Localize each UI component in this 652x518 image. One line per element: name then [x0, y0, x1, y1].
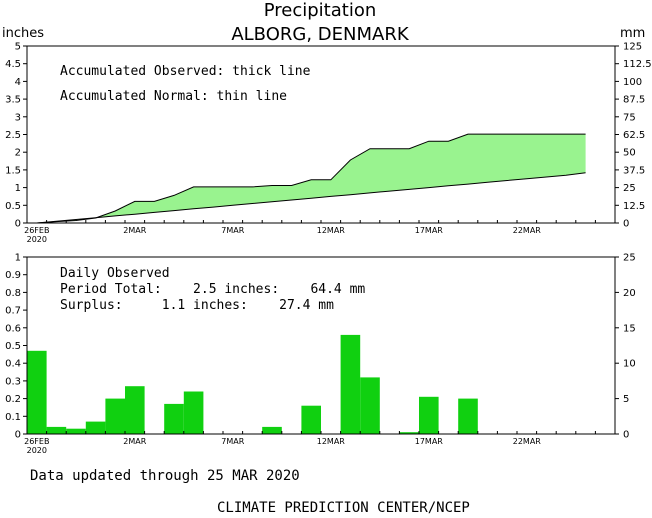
x-tick-label: 7MAR [221, 226, 244, 235]
daily-bar [301, 405, 321, 434]
x-tick-label: 26FEB [24, 437, 49, 446]
left-tick-label: 4 [15, 77, 21, 88]
bottom-note-title: Daily Observed [60, 266, 170, 281]
x-tick-label: 2MAR [123, 226, 146, 235]
left-unit-label: inches [2, 26, 44, 41]
x-tick-label: 2MAR [123, 437, 146, 446]
left-tick-label: 3 [15, 112, 21, 123]
right-tick-label: 50 [623, 148, 636, 159]
right-tick-label: 112.5 [623, 59, 652, 70]
daily-bar [105, 398, 125, 434]
daily-bar [85, 421, 106, 434]
top-note-normal: Accumulated Normal: thin line [60, 89, 287, 104]
bottom-note-surplus: Surplus: 1.1 inches: 27.4 mm [60, 298, 334, 313]
x-tick-label: 12MAR [317, 437, 346, 446]
x-tick-label: 17MAR [415, 226, 444, 235]
top-axes: 00.511.522.533.544.55012.52537.55062.575… [5, 42, 652, 245]
x-tick-label: 7MAR [221, 437, 244, 446]
left-tick-label: 0 [15, 430, 21, 441]
top-note-observed: Accumulated Observed: thick line [60, 64, 311, 79]
accumulated-normal-line [36, 172, 586, 224]
right-tick-label: 87.5 [623, 95, 645, 106]
chart-title: Precipitation [264, 0, 377, 21]
bottom-axes: 00.10.20.30.40.50.60.70.80.9105101520252… [5, 253, 636, 456]
right-tick-label: 75 [623, 112, 636, 123]
x-tick-label: 22MAR [513, 226, 542, 235]
daily-bar [27, 350, 47, 434]
accumulated-observed-line [36, 133, 586, 224]
left-tick-label: 0.9 [5, 270, 21, 281]
daily-bar [340, 334, 361, 434]
bottom-note-total: Period Total: 2.5 inches: 64.4 mm [60, 282, 365, 297]
left-tick-label: 0.7 [5, 306, 21, 317]
left-tick-label: 0.8 [5, 288, 21, 299]
right-tick-label: 125 [623, 42, 642, 53]
accumulated-surplus-area [36, 134, 586, 223]
left-tick-label: 3.5 [5, 95, 21, 106]
footer-credit: CLIMATE PREDICTION CENTER/NCEP [217, 500, 470, 516]
footer-updated: Data updated through 25 MAR 2020 [30, 468, 300, 484]
left-tick-label: 0.3 [5, 376, 21, 387]
daily-bar [262, 426, 282, 434]
x-tick-label: 17MAR [415, 437, 444, 446]
daily-bar [46, 426, 67, 434]
left-tick-label: 0.6 [5, 323, 21, 334]
right-tick-label: 37.5 [623, 165, 645, 176]
left-tick-label: 0.5 [5, 341, 21, 352]
daily-bar [183, 391, 204, 434]
right-tick-label: 5 [623, 394, 629, 405]
daily-bar [360, 377, 380, 434]
right-unit-label: mm [620, 26, 645, 41]
left-tick-label: 5 [15, 42, 21, 53]
left-tick-label: 0.2 [5, 394, 21, 405]
left-tick-label: 4.5 [5, 59, 21, 70]
daily-bar [419, 396, 439, 434]
daily-bar [458, 398, 478, 434]
left-tick-label: 0.1 [5, 412, 21, 423]
daily-bar [125, 386, 145, 434]
left-tick-label: 2.5 [5, 130, 21, 141]
daily-panel: 00.10.20.30.40.50.60.70.80.9105101520252… [5, 253, 636, 456]
x-tick-label: 26FEB [24, 226, 49, 235]
right-tick-label: 25 [623, 183, 636, 194]
right-tick-label: 12.5 [623, 201, 645, 212]
x-year-label: 2020 [27, 235, 47, 244]
right-tick-label: 20 [623, 288, 636, 299]
right-tick-label: 25 [623, 253, 636, 264]
daily-bar [66, 428, 86, 434]
x-tick-label: 22MAR [513, 437, 542, 446]
left-tick-label: 2 [15, 148, 21, 159]
accumulated-panel: 00.511.522.533.544.55012.52537.55062.575… [5, 42, 652, 245]
x-tick-label: 12MAR [317, 226, 346, 235]
left-tick-label: 0 [15, 219, 21, 230]
right-tick-label: 15 [623, 323, 636, 334]
right-tick-label: 0 [623, 430, 629, 441]
chart-subtitle: ALBORG, DENMARK [231, 24, 409, 45]
daily-bar [164, 403, 184, 434]
right-tick-label: 100 [623, 77, 642, 88]
right-tick-label: 62.5 [623, 130, 645, 141]
x-year-label: 2020 [27, 446, 47, 455]
left-tick-label: 1 [15, 183, 21, 194]
right-tick-label: 10 [623, 359, 636, 370]
left-tick-label: 1.5 [5, 165, 21, 176]
daily-bar [399, 432, 419, 434]
left-tick-label: 1 [15, 253, 21, 264]
daily-bars [27, 334, 557, 434]
right-tick-label: 0 [623, 219, 629, 230]
left-tick-label: 0.5 [5, 201, 21, 212]
left-tick-label: 0.4 [5, 359, 21, 370]
